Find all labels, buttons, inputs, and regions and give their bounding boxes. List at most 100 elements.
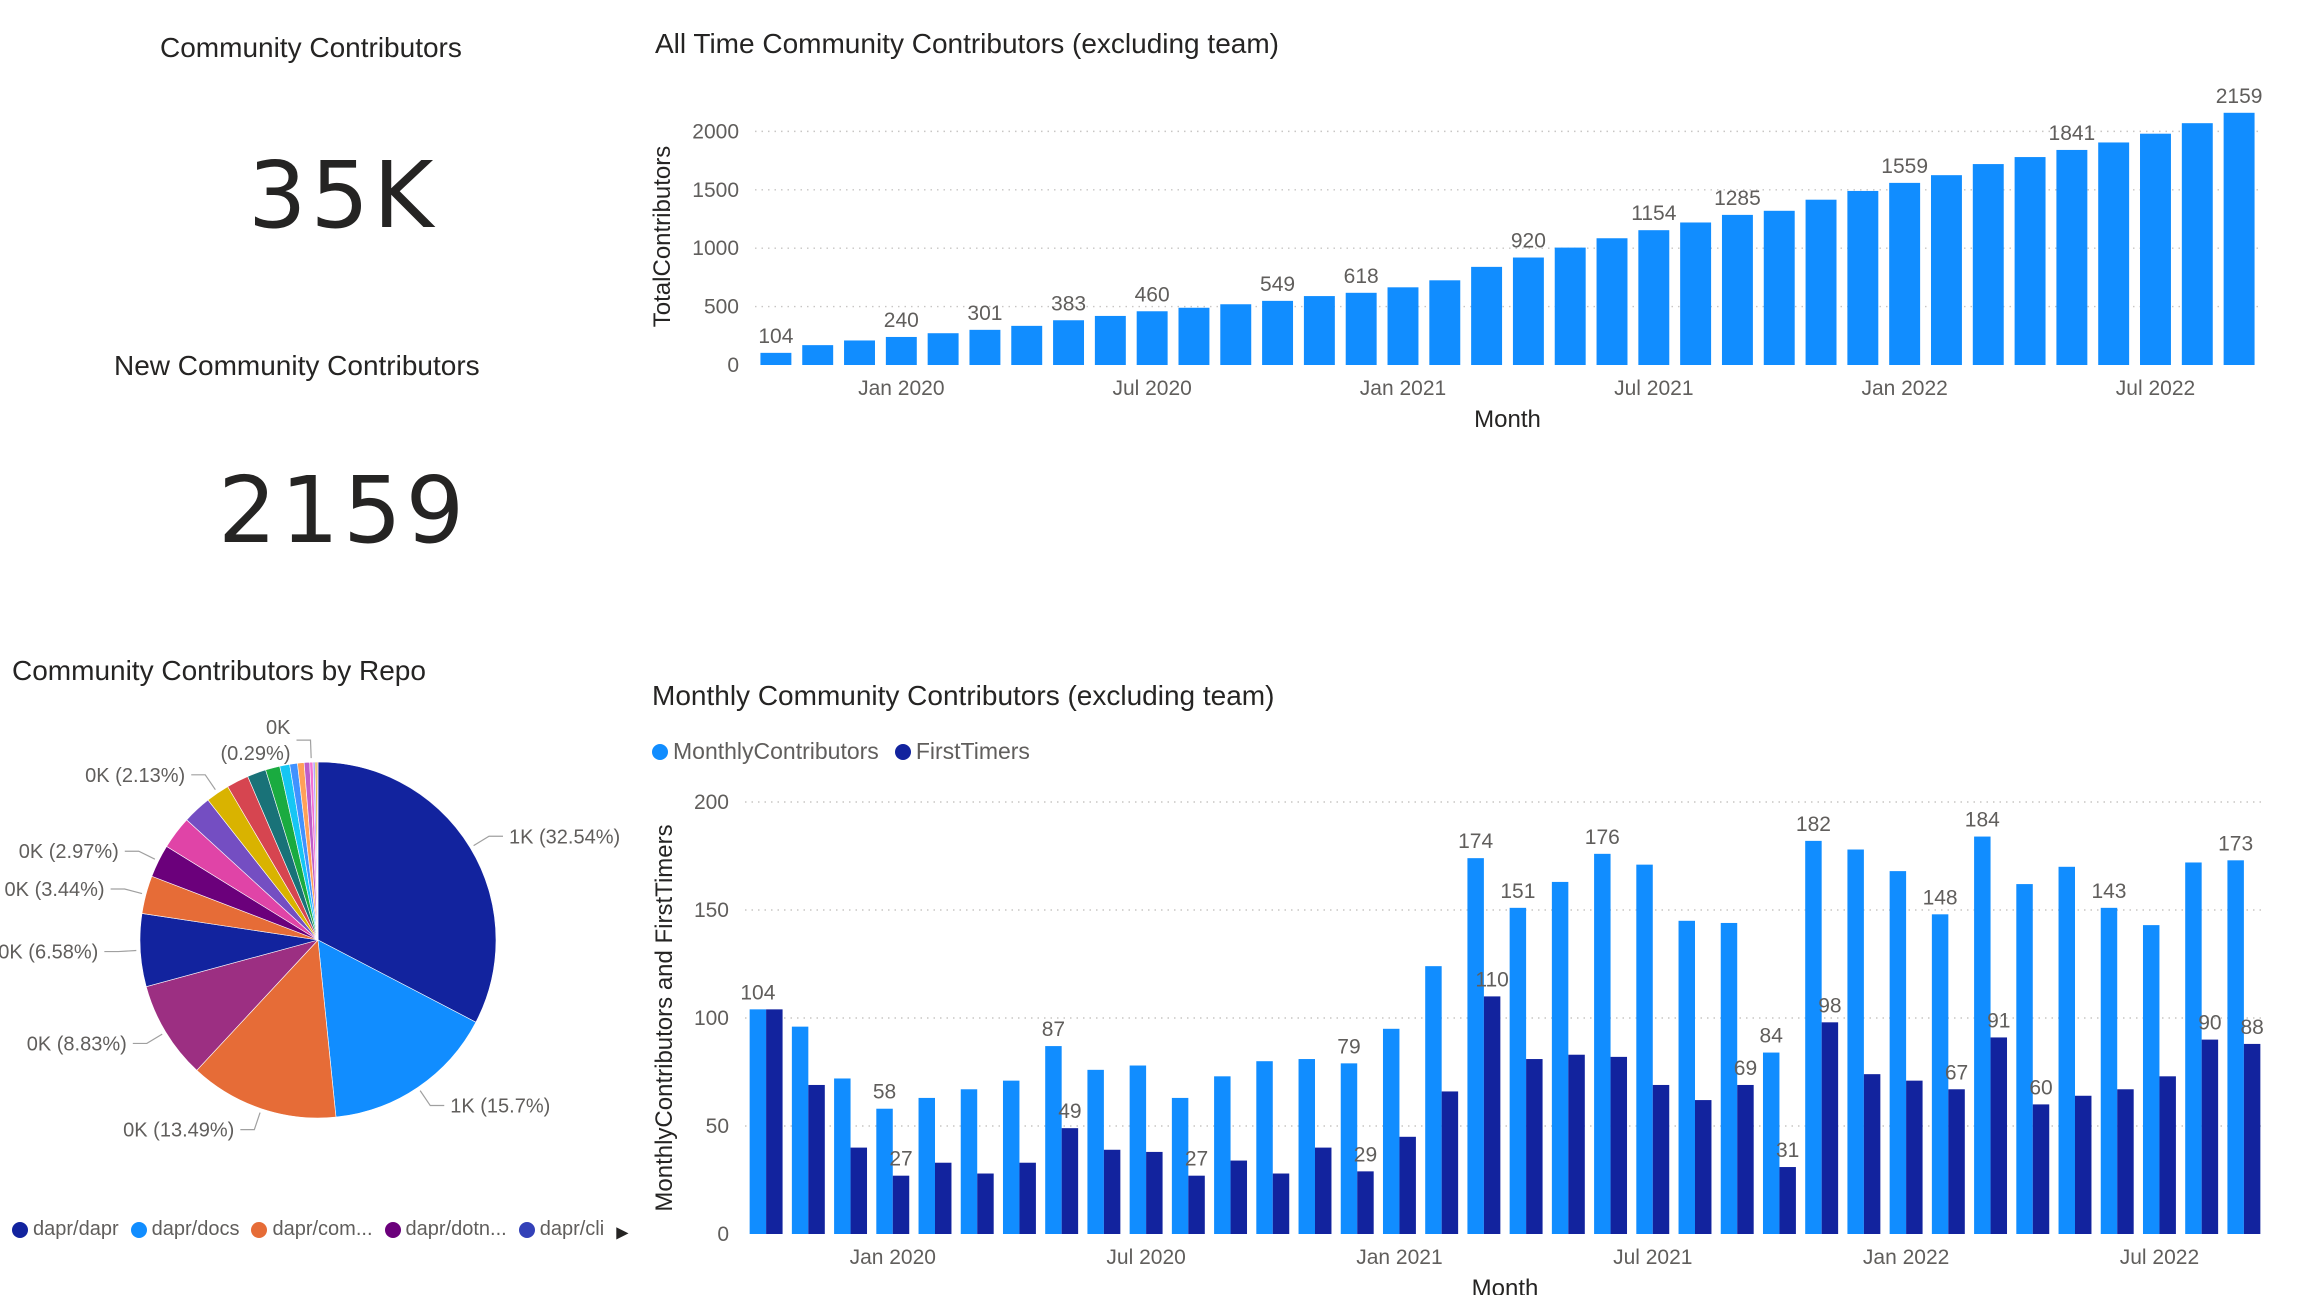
bar[interactable] [1467, 858, 1484, 1234]
bar[interactable] [791, 1026, 809, 1234]
bar[interactable] [1551, 881, 1569, 1234]
bar[interactable] [1053, 320, 1085, 365]
bar[interactable] [1554, 247, 1586, 365]
bar[interactable] [1357, 1171, 1374, 1234]
monthly-contributors-chart[interactable]: 0 50 100 150 200 Jan 2020 Jul 2020 Jan 2021 Jul … [640, 780, 2300, 1295]
bar[interactable] [834, 1078, 851, 1234]
bar[interactable] [1889, 871, 1907, 1234]
bar[interactable] [2058, 866, 2075, 1234]
bar[interactable] [1019, 1162, 1036, 1234]
bar[interactable] [1171, 1097, 1189, 1234]
bar[interactable] [1638, 230, 1670, 365]
bar[interactable] [1763, 210, 1795, 365]
bar[interactable] [2201, 1039, 2219, 1234]
bar[interactable] [1680, 222, 1712, 365]
bar[interactable] [1948, 1089, 1965, 1234]
bar[interactable] [960, 1089, 978, 1234]
bar[interactable] [1779, 1167, 1796, 1234]
bar[interactable] [2014, 157, 2046, 365]
bar[interactable] [1805, 199, 1837, 365]
bar[interactable] [1429, 280, 1461, 365]
bar[interactable] [2159, 1076, 2176, 1234]
bar[interactable] [1695, 1100, 1712, 1234]
bar[interactable] [2223, 112, 2255, 365]
bar[interactable] [2100, 907, 2118, 1234]
bar[interactable] [1526, 1059, 1543, 1234]
bar[interactable] [1889, 182, 1921, 365]
triangle-right-icon[interactable]: ▶ [616, 1224, 629, 1242]
bar[interactable] [1568, 1054, 1585, 1234]
bar[interactable] [2032, 1104, 2050, 1234]
bar[interactable] [760, 352, 792, 365]
bar[interactable] [1230, 1160, 1248, 1234]
bar[interactable] [1399, 1136, 1416, 1234]
pie-chart[interactable]: 1K (32.54%) 1K (15.7%) 0K (13.49%) 0K (8.83… [0, 710, 640, 1210]
bar[interactable] [1737, 1084, 1754, 1234]
bar[interactable] [850, 1147, 868, 1234]
bar[interactable] [2227, 860, 2244, 1234]
bar[interactable] [1652, 1084, 1670, 1234]
bar[interactable] [1821, 1022, 1839, 1234]
bar[interactable] [1610, 1056, 1628, 1234]
bar[interactable] [1214, 1076, 1231, 1234]
bar[interactable] [1129, 1065, 1147, 1234]
bar[interactable] [1762, 1052, 1780, 1234]
bar[interactable] [1974, 836, 1991, 1234]
bar[interactable] [2098, 142, 2130, 365]
bar[interactable] [1678, 920, 1695, 1234]
bar[interactable] [749, 1009, 767, 1234]
bar[interactable] [2185, 862, 2202, 1234]
bar[interactable] [1471, 266, 1503, 365]
bar[interactable] [808, 1084, 825, 1234]
bar[interactable] [885, 336, 917, 365]
bar[interactable] [802, 345, 834, 365]
bar[interactable] [1990, 1037, 2008, 1234]
bar[interactable] [1045, 1046, 1062, 1234]
bar[interactable] [892, 1175, 910, 1234]
bar[interactable] [935, 1162, 952, 1234]
bar[interactable] [1272, 1173, 1290, 1234]
monthly-legend-item[interactable]: FirstTimers [894, 738, 1030, 765]
bar[interactable] [1011, 325, 1043, 365]
bar[interactable] [1483, 996, 1501, 1234]
bar[interactable] [1906, 1080, 1923, 1234]
bar[interactable] [1636, 864, 1653, 1234]
bar[interactable] [1931, 914, 1949, 1234]
pie-legend-item[interactable]: dapr/dapr [12, 1218, 119, 1241]
pie-legend-item[interactable]: dapr/cli [518, 1218, 604, 1241]
bar[interactable] [2056, 149, 2088, 365]
bar[interactable] [766, 1009, 783, 1234]
bar[interactable] [1863, 1074, 1881, 1234]
pie-legend-item[interactable]: dapr/docs [130, 1218, 239, 1241]
monthly-legend-item[interactable]: MonthlyContributors [652, 738, 879, 765]
bar[interactable] [1136, 311, 1168, 365]
pie-slice[interactable] [316, 761, 319, 941]
bar[interactable] [1441, 1091, 1459, 1234]
bar[interactable] [1930, 175, 1962, 365]
bar[interactable] [1103, 1149, 1121, 1234]
bar[interactable] [1087, 1069, 1104, 1234]
bar[interactable] [1061, 1128, 1079, 1234]
bar[interactable] [1972, 164, 2004, 365]
bar[interactable] [1262, 300, 1294, 365]
bar[interactable] [2140, 133, 2171, 365]
bar[interactable] [2243, 1043, 2261, 1234]
bar[interactable] [2016, 884, 2033, 1234]
bar[interactable] [844, 340, 875, 365]
bar[interactable] [1425, 966, 1442, 1234]
bar[interactable] [1387, 287, 1419, 365]
pie-slice[interactable] [196, 939, 337, 1119]
bar[interactable] [1721, 214, 1753, 365]
bar[interactable] [1345, 292, 1377, 365]
bar[interactable] [1188, 1175, 1205, 1234]
bar[interactable] [1512, 257, 1544, 365]
bar[interactable] [977, 1173, 994, 1234]
bar[interactable] [1596, 238, 1628, 365]
bar[interactable] [1094, 315, 1126, 365]
bar[interactable] [1509, 907, 1527, 1234]
pie-slice[interactable] [317, 939, 477, 1118]
bar[interactable] [1594, 853, 1611, 1234]
bar[interactable] [876, 1108, 893, 1234]
bar[interactable] [927, 333, 959, 365]
bar[interactable] [2181, 123, 2213, 365]
